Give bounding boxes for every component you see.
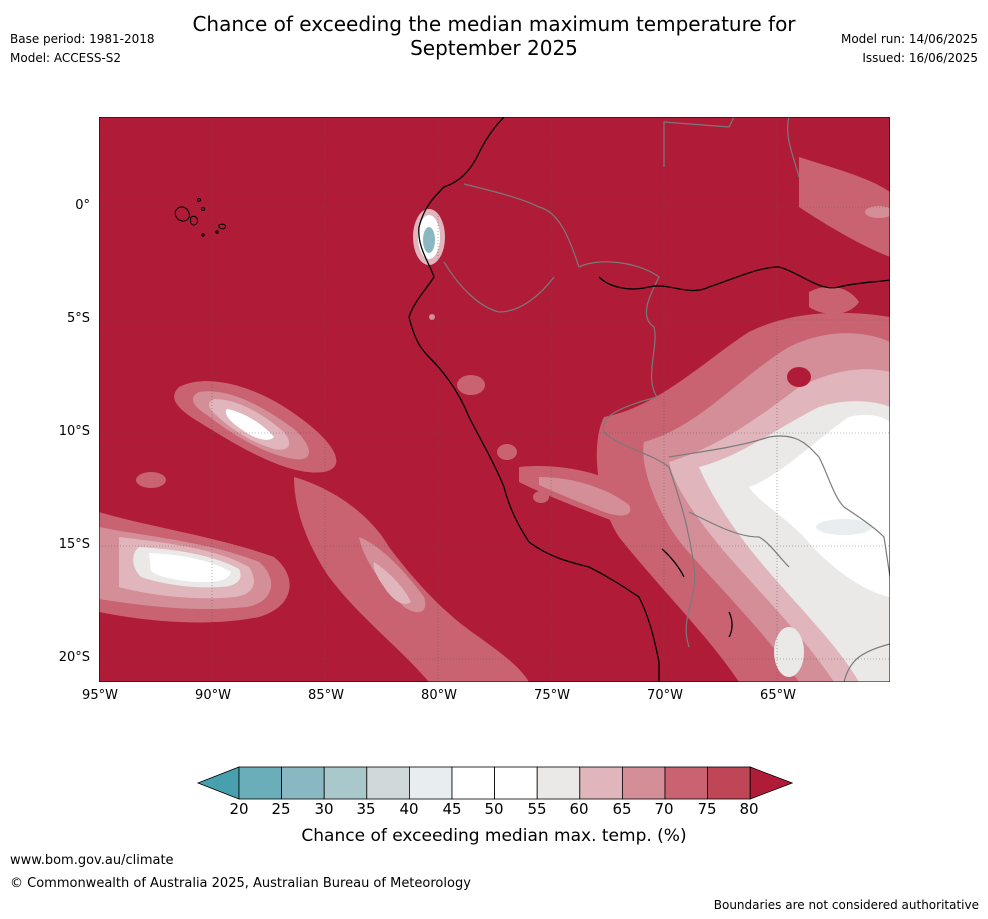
lat-tick-5s: 5°S [66, 311, 90, 326]
lon-tick-70w: 70°W [647, 688, 683, 703]
footer-copyright: © Commonwealth of Australia 2025, Austra… [10, 876, 471, 891]
lon-tick-85w: 85°W [308, 688, 344, 703]
colorbar-segment [323, 766, 368, 800]
colorbar-segment [664, 766, 708, 800]
colorbar-extension-high [749, 766, 794, 800]
colorbar-segments [196, 766, 794, 800]
title-line-2: September 2025 [410, 36, 578, 60]
colorbar-tick: 80 [739, 800, 759, 818]
colorbar-segment [281, 766, 325, 800]
lat-tick-20s: 20°S [58, 650, 90, 665]
colorbar-segment [536, 766, 581, 800]
model-run: Model run: 14/06/2025 [840, 32, 978, 46]
footer-url[interactable]: www.bom.gov.au/climate [10, 853, 174, 868]
colorbar-segment [579, 766, 623, 800]
lon-tick-90w: 90°W [195, 688, 231, 703]
base-period: Base period: 1981-2018 [10, 32, 155, 46]
colorbar-tick: 40 [399, 800, 419, 818]
title-line-1: Chance of exceeding the median maximum t… [192, 12, 796, 36]
meta-left: Base period: 1981-2018 Model: ACCESS-S2 [10, 30, 155, 68]
coastlines [408, 117, 890, 682]
lon-tick-75w: 75°W [534, 688, 570, 703]
lon-tick-80w: 80°W [421, 688, 457, 703]
footer-disclaimer: Boundaries are not considered authoritat… [713, 898, 979, 912]
colorbar-tick: 70 [654, 800, 674, 818]
colorbar-tick: 35 [356, 800, 376, 818]
graticule [99, 117, 890, 682]
forecast-map [99, 117, 890, 682]
colorbar-tick: 30 [314, 800, 334, 818]
model-name: Model: ACCESS-S2 [10, 51, 122, 65]
colorbar-tick: 75 [697, 800, 717, 818]
colorbar-tick: 65 [612, 800, 632, 818]
lon-tick-95w: 95°W [82, 688, 118, 703]
coastal-patch-ecuador [413, 209, 445, 265]
lat-tick-10s: 10°S [58, 424, 90, 439]
colorbar-tick: 45 [442, 800, 462, 818]
colorbar-tick: 55 [527, 800, 547, 818]
chart-title: Chance of exceeding the median maximum t… [0, 12, 988, 60]
colorbar [196, 766, 794, 800]
colorbar-tick: 50 [484, 800, 504, 818]
colorbar-tick: 20 [229, 800, 249, 818]
colorbar-segment [707, 766, 751, 800]
colorbar-segment [451, 766, 495, 800]
colorbar-label: Chance of exceeding median max. temp. (%… [301, 826, 687, 846]
lat-tick-0: 0° [75, 198, 90, 213]
colorbar-extension-low [196, 766, 240, 800]
issued-date: Issued: 16/06/2025 [862, 51, 978, 65]
colorbar-segment [621, 766, 666, 800]
colorbar-segment [408, 766, 453, 800]
galapagos-islands [174, 198, 226, 237]
lon-tick-65w: 65°W [760, 688, 796, 703]
colorbar-segment [366, 766, 410, 800]
lat-tick-15s: 15°S [58, 537, 90, 552]
country-boundaries [443, 117, 890, 682]
colorbar-segment [494, 766, 538, 800]
western-anomaly-patches [99, 314, 660, 682]
colorbar-tick: 60 [569, 800, 589, 818]
meta-right: Model run: 14/06/2025 Issued: 16/06/2025 [841, 30, 978, 68]
colorbar-segment [238, 766, 282, 800]
colorbar-tick: 25 [271, 800, 291, 818]
